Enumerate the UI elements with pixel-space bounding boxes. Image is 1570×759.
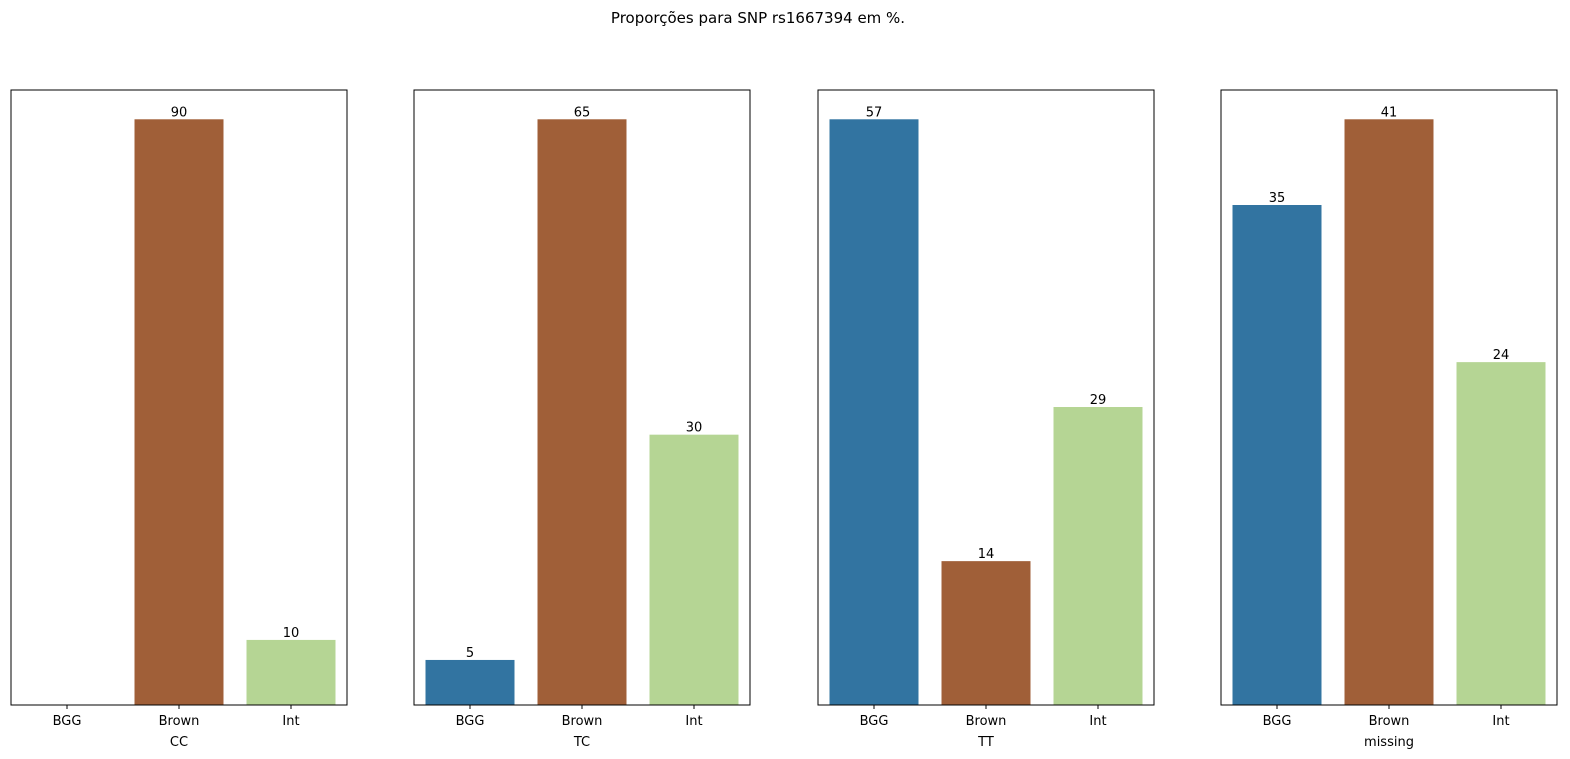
bar-bgg <box>425 659 515 705</box>
bar-value-label: 14 <box>978 547 995 562</box>
bar-bgg <box>1232 205 1322 705</box>
x-tick-label: Int <box>1089 714 1106 729</box>
bar-value-label: 10 <box>283 626 300 641</box>
x-axis-label: missing <box>1364 735 1414 750</box>
bar-int <box>1053 407 1143 705</box>
bar-value-label: 5 <box>466 646 474 661</box>
x-tick-label: Int <box>1492 714 1509 729</box>
x-axis-label: TT <box>977 735 994 750</box>
axes-frame <box>817 89 1155 706</box>
bar-value-label: 57 <box>866 105 883 120</box>
axes-frame <box>1220 89 1558 706</box>
bar-brown <box>1344 119 1434 706</box>
bar-value-label: 90 <box>171 105 188 120</box>
bar-int <box>1456 362 1546 705</box>
bar-bgg <box>829 119 919 706</box>
x-tick-label: BGG <box>860 714 889 729</box>
x-tick-label: Brown <box>159 714 200 729</box>
bar-int <box>246 639 336 705</box>
figure-title: Proporções para SNP rs1667394 em %. <box>611 9 905 27</box>
x-tick-label: Int <box>282 714 299 729</box>
bar-value-label: 29 <box>1090 393 1107 408</box>
bar-value-label: 41 <box>1381 105 1398 120</box>
x-tick-label: BGG <box>1263 714 1292 729</box>
x-tick-label: BGG <box>456 714 485 729</box>
subplot-grid: BGG 90 Brown 10 Int CC 5 BGG 65 Brown 30 Int TC 57 BGG… <box>10 89 1558 750</box>
bar-int <box>649 434 739 705</box>
x-tick-label: Brown <box>1369 714 1410 729</box>
subplot-CC: BGG 90 Brown 10 Int CC <box>10 89 348 750</box>
bar-brown <box>537 119 627 706</box>
subplot-TT: 57 BGG 14 Brown 29 Int TT <box>817 89 1155 750</box>
bar-brown <box>134 119 224 706</box>
x-tick-label: Brown <box>966 714 1007 729</box>
bar-value-label: 24 <box>1493 348 1510 363</box>
x-tick-label: BGG <box>53 714 82 729</box>
subplot-missing: 35 BGG 41 Brown 24 Int missing <box>1220 89 1558 750</box>
x-axis-label: CC <box>170 735 188 750</box>
bar-value-label: 30 <box>686 421 703 436</box>
bar-brown <box>941 561 1031 705</box>
axes-frame <box>413 89 751 706</box>
subplot-TC: 5 BGG 65 Brown 30 Int TC <box>413 89 751 750</box>
x-tick-label: Int <box>685 714 702 729</box>
bar-value-label: 65 <box>574 105 591 120</box>
bar-value-label: 35 <box>1269 191 1286 206</box>
x-axis-label: TC <box>573 735 590 750</box>
axes-frame <box>10 89 348 706</box>
x-tick-label: Brown <box>562 714 603 729</box>
